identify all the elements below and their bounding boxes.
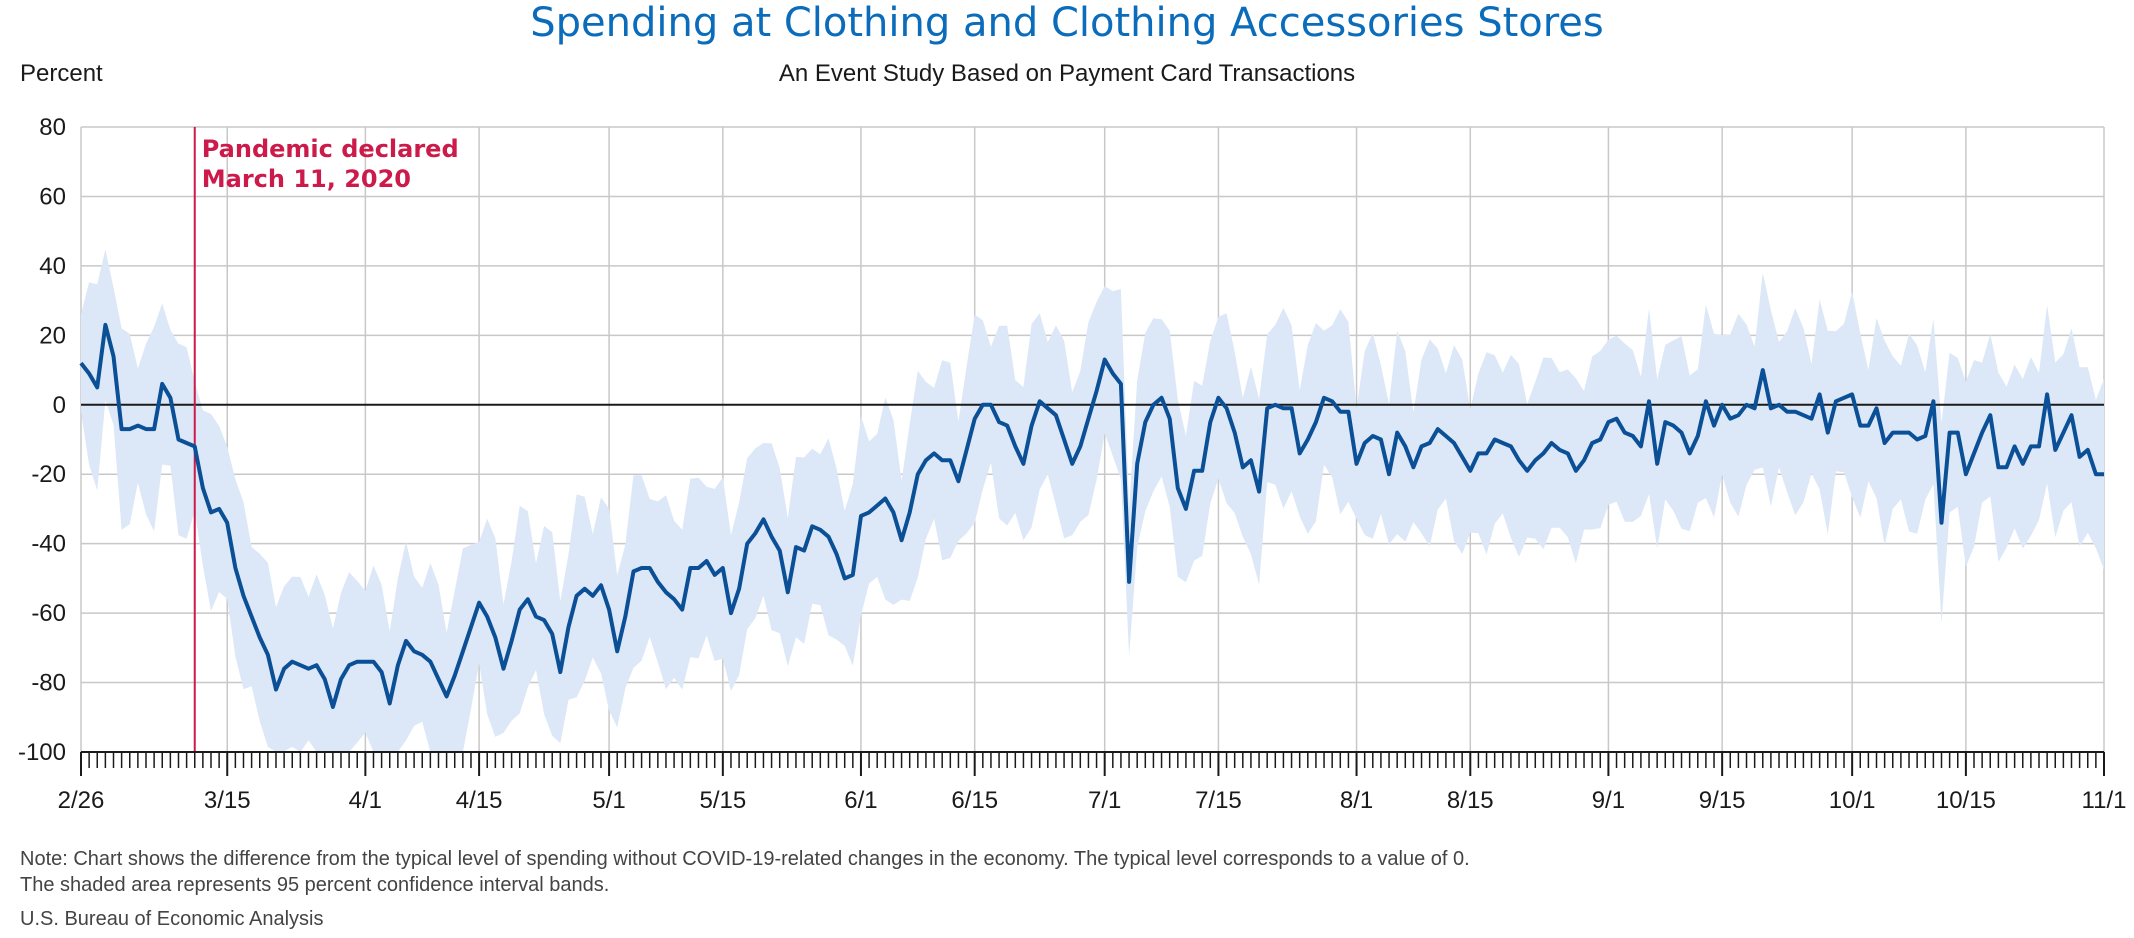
y-tick-label: -40 <box>31 531 66 558</box>
x-tick-label: 8/1 <box>1340 787 1373 814</box>
chart-title: Spending at Clothing and Clothing Access… <box>530 0 1604 46</box>
spending-line <box>79 322 2104 709</box>
y-axis-label: Percent <box>20 60 103 87</box>
note-line-1: Note: Chart shows the difference from th… <box>20 848 1470 870</box>
x-tick-label: 10/1 <box>1829 787 1876 814</box>
x-tick-label: 10/15 <box>1936 787 1996 814</box>
x-tick-label: 11/1 <box>2082 787 2127 814</box>
x-tick-label: 8/15 <box>1447 787 1494 814</box>
y-tick-label: -60 <box>31 600 66 627</box>
confidence-band <box>81 249 2104 752</box>
x-tick-label: 7/15 <box>1195 787 1242 814</box>
y-tick-label: 20 <box>39 322 66 349</box>
chart-subtitle: An Event Study Based on Payment Card Tra… <box>778 60 1356 87</box>
x-tick-label: 3/15 <box>204 787 251 814</box>
y-tick-label: -100 <box>18 739 66 766</box>
y-tick-label: 40 <box>39 253 66 280</box>
y-tick-label: 60 <box>39 183 66 210</box>
x-tick-label: 7/1 <box>1088 787 1121 814</box>
x-tick-label: 6/1 <box>844 787 877 814</box>
y-tick-label: -80 <box>31 670 66 697</box>
x-tick-label: 6/15 <box>951 787 998 814</box>
event-annotation-line-1: Pandemic declared <box>202 135 459 163</box>
y-tick-label: 0 <box>53 392 66 419</box>
note-line-2: The shaded area represents 95 percent co… <box>20 874 610 896</box>
x-tick-label: 5/1 <box>592 787 625 814</box>
x-tick-label: 9/1 <box>1592 787 1625 814</box>
y-tick-label: -20 <box>31 461 66 488</box>
x-tick-label: 2/26 <box>58 787 105 814</box>
x-tick-label: 5/15 <box>699 787 746 814</box>
x-tick-label: 9/15 <box>1699 787 1746 814</box>
x-tick-label: 4/15 <box>456 787 503 814</box>
chart-note: Note: Chart shows the difference from th… <box>20 846 1470 898</box>
source-credit: U.S. Bureau of Economic Analysis <box>20 908 324 930</box>
event-annotation-line-2: March 11, 2020 <box>202 165 411 193</box>
y-tick-label: 80 <box>39 114 66 141</box>
x-tick-label: 4/1 <box>349 787 382 814</box>
